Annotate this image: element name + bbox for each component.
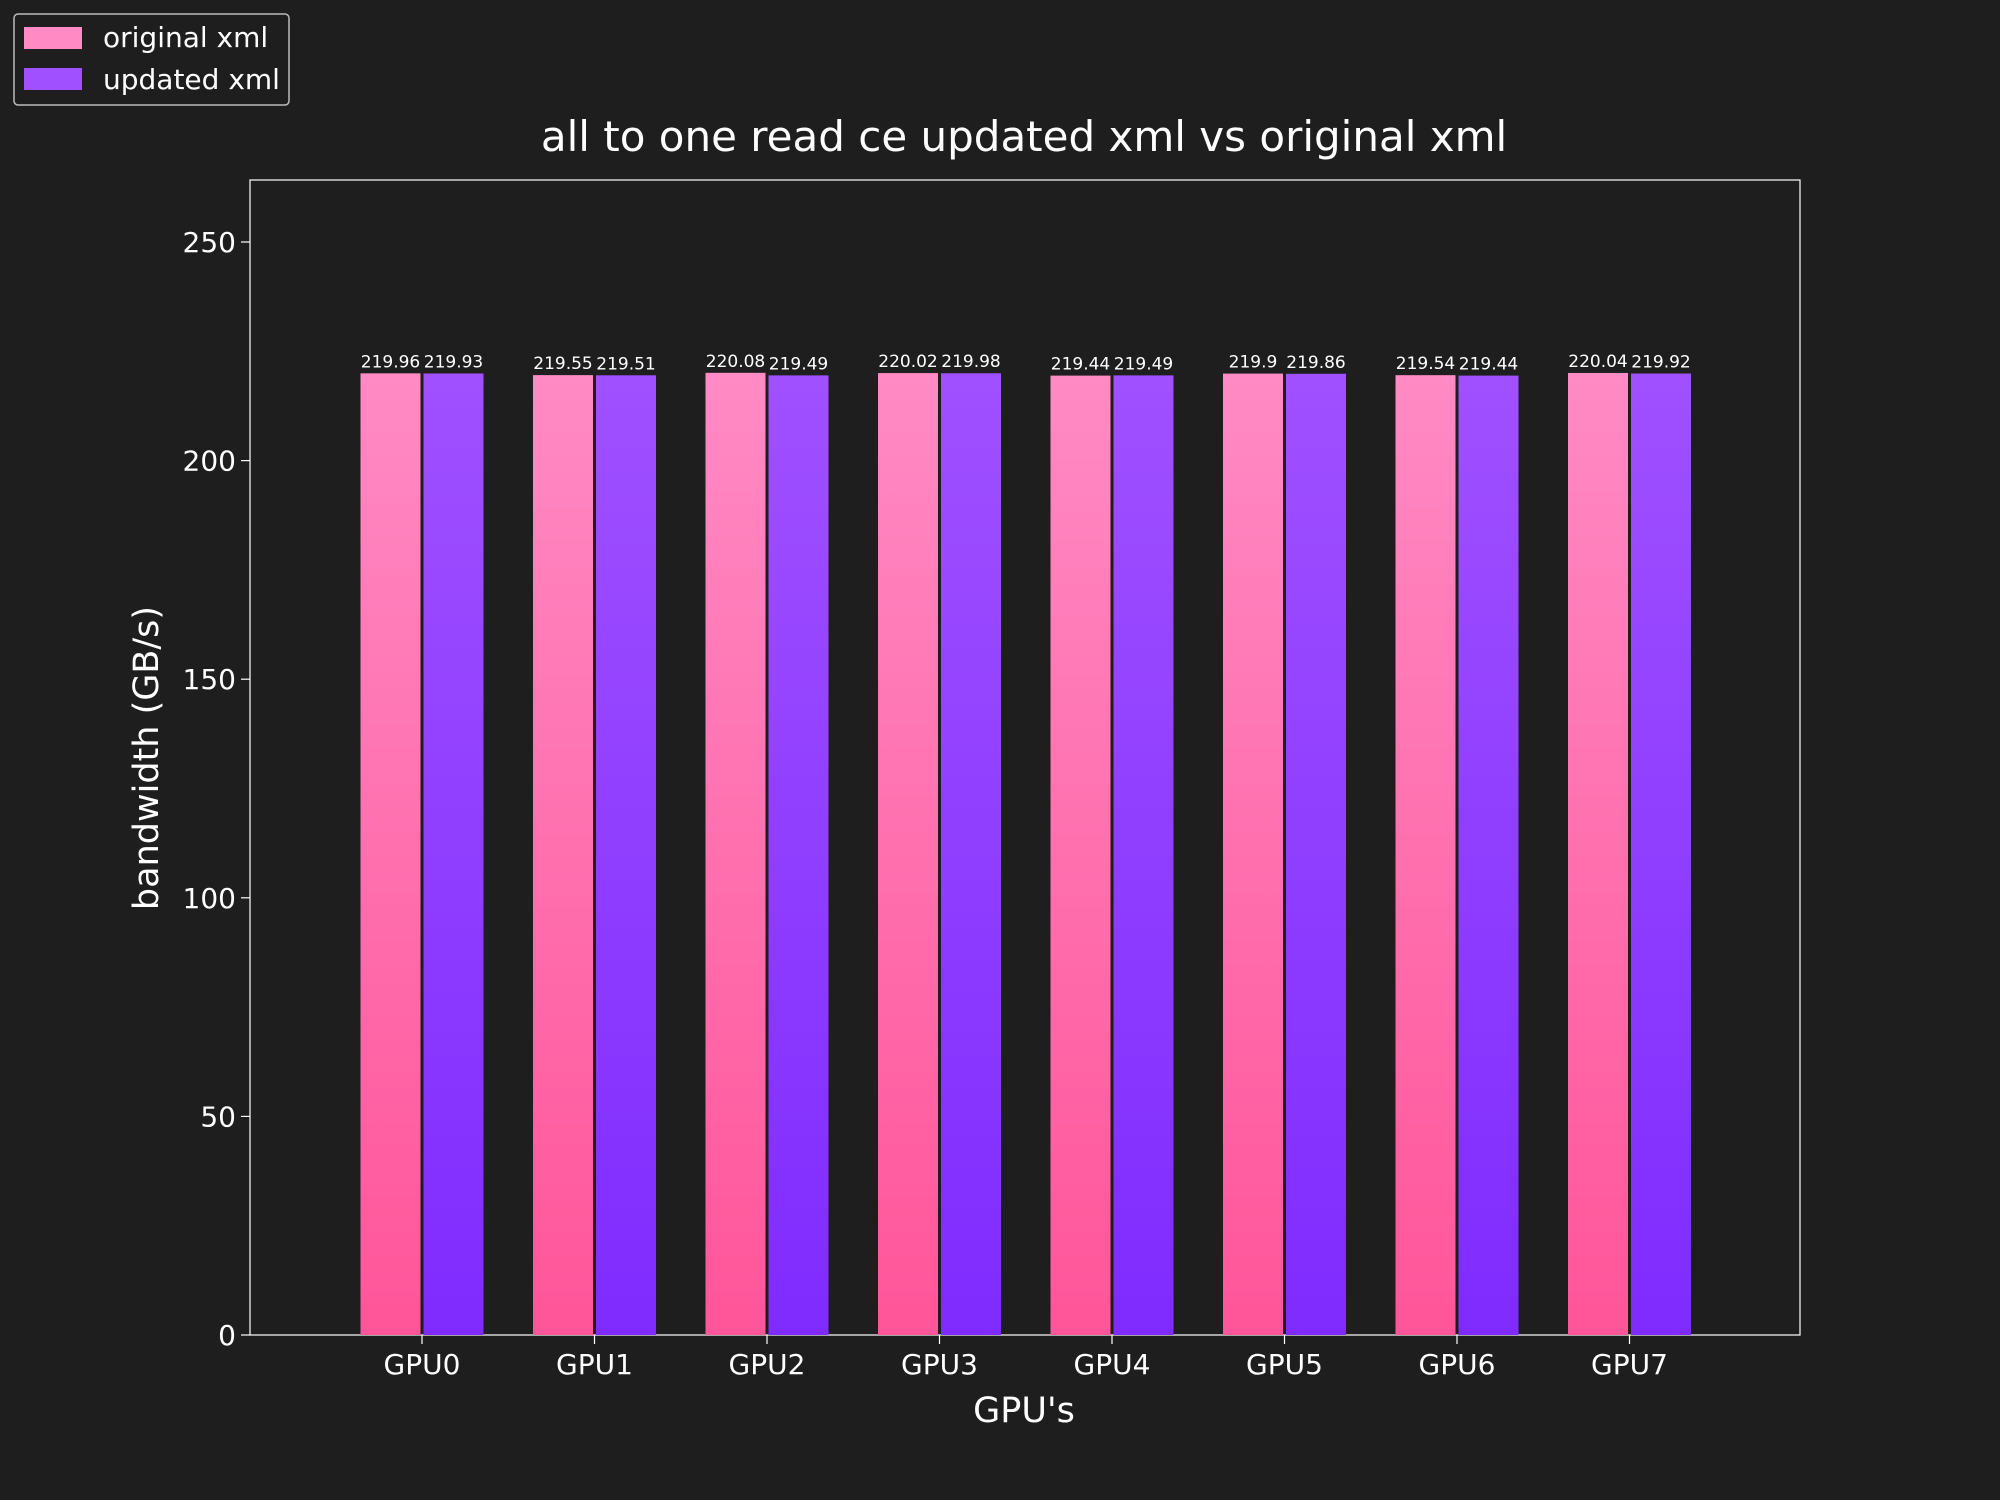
value-label-original-gpu7: 220.04 <box>1568 352 1627 372</box>
bar-updated-gpu2 <box>768 375 829 1335</box>
value-label-original-gpu2: 220.08 <box>706 352 765 372</box>
y-axis-ticks: 0 50 100 150 200 250 <box>183 226 250 1352</box>
value-label-original-gpu0: 219.96 <box>361 352 420 372</box>
legend-label-original: original xml <box>103 21 268 54</box>
value-label-updated-gpu5: 219.86 <box>1286 353 1345 373</box>
x-axis-label: GPU's <box>973 1391 1075 1431</box>
bar-updated-gpu1 <box>596 375 656 1336</box>
value-label-original-gpu5: 219.9 <box>1229 353 1278 373</box>
y-tick-label: 50 <box>200 1100 236 1133</box>
value-label-original-gpu4: 219.44 <box>1051 355 1110 375</box>
bar-updated-gpu5 <box>1286 373 1346 1335</box>
bar-original-gpu3 <box>878 373 938 1335</box>
bar-updated-gpu6 <box>1458 375 1519 1336</box>
y-tick-label: 200 <box>183 445 236 478</box>
x-tick-label-gpu1: GPU1 <box>556 1348 633 1381</box>
value-label-original-gpu1: 219.55 <box>533 354 592 374</box>
legend-swatch-original <box>24 27 82 49</box>
bar-original-gpu5 <box>1223 373 1283 1336</box>
legend-label-updated: updated xml <box>103 63 280 96</box>
bar-original-gpu6 <box>1395 375 1456 1335</box>
y-axis-label: bandwidth (GB/s) <box>127 606 167 910</box>
x-axis-ticks: GPU0 GPU1 GPU2 GPU3 GPU4 GPU5 GPU6 GPU7 <box>384 1335 1668 1381</box>
value-label-updated-gpu2: 219.49 <box>769 354 828 374</box>
x-tick-label-gpu5: GPU5 <box>1246 1348 1323 1381</box>
x-tick-label-gpu3: GPU3 <box>901 1348 978 1381</box>
bar-updated-gpu4 <box>1113 375 1174 1335</box>
legend: original xml updated xml <box>13 13 290 106</box>
bar-updated-gpu7 <box>1631 373 1691 1335</box>
value-label-updated-gpu0: 219.93 <box>424 352 483 372</box>
value-label-original-gpu3: 220.02 <box>878 352 937 372</box>
bar-original-gpu4 <box>1050 375 1111 1336</box>
legend-swatch-updated <box>24 68 82 90</box>
bar-original-gpu7 <box>1568 372 1628 1335</box>
value-label-original-gpu6: 219.54 <box>1396 354 1455 374</box>
bar-original-gpu1 <box>533 375 593 1335</box>
value-label-updated-gpu6: 219.44 <box>1459 355 1518 375</box>
value-labels: 219.96 219.93 219.55 219.51 220.08 219.49 220.… <box>361 352 1691 375</box>
y-tick-label: 150 <box>183 663 236 696</box>
y-tick-label: 100 <box>183 882 236 915</box>
bars <box>360 372 1691 1336</box>
chart-title: all to one read ce updated xml vs origin… <box>541 112 1507 161</box>
plot-area <box>249 179 1801 1336</box>
bar-updated-gpu3 <box>941 373 1001 1335</box>
x-tick-label-gpu4: GPU4 <box>1074 1348 1151 1381</box>
value-label-updated-gpu3: 219.98 <box>941 352 1000 372</box>
value-label-updated-gpu7: 219.92 <box>1631 353 1690 373</box>
bar-updated-gpu0 <box>423 373 484 1335</box>
y-tick-label: 0 <box>218 1319 236 1352</box>
x-tick-label-gpu6: GPU6 <box>1419 1348 1496 1381</box>
bar-original-gpu2 <box>705 372 766 1335</box>
y-tick-label: 250 <box>183 226 236 259</box>
x-tick-label-gpu7: GPU7 <box>1591 1348 1668 1381</box>
x-tick-label-gpu0: GPU0 <box>384 1348 461 1381</box>
x-tick-label-gpu2: GPU2 <box>729 1348 806 1381</box>
bar-original-gpu0 <box>360 373 421 1336</box>
value-label-updated-gpu1: 219.51 <box>596 354 655 374</box>
legend-frame <box>13 13 290 106</box>
value-label-updated-gpu4: 219.49 <box>1114 354 1173 374</box>
